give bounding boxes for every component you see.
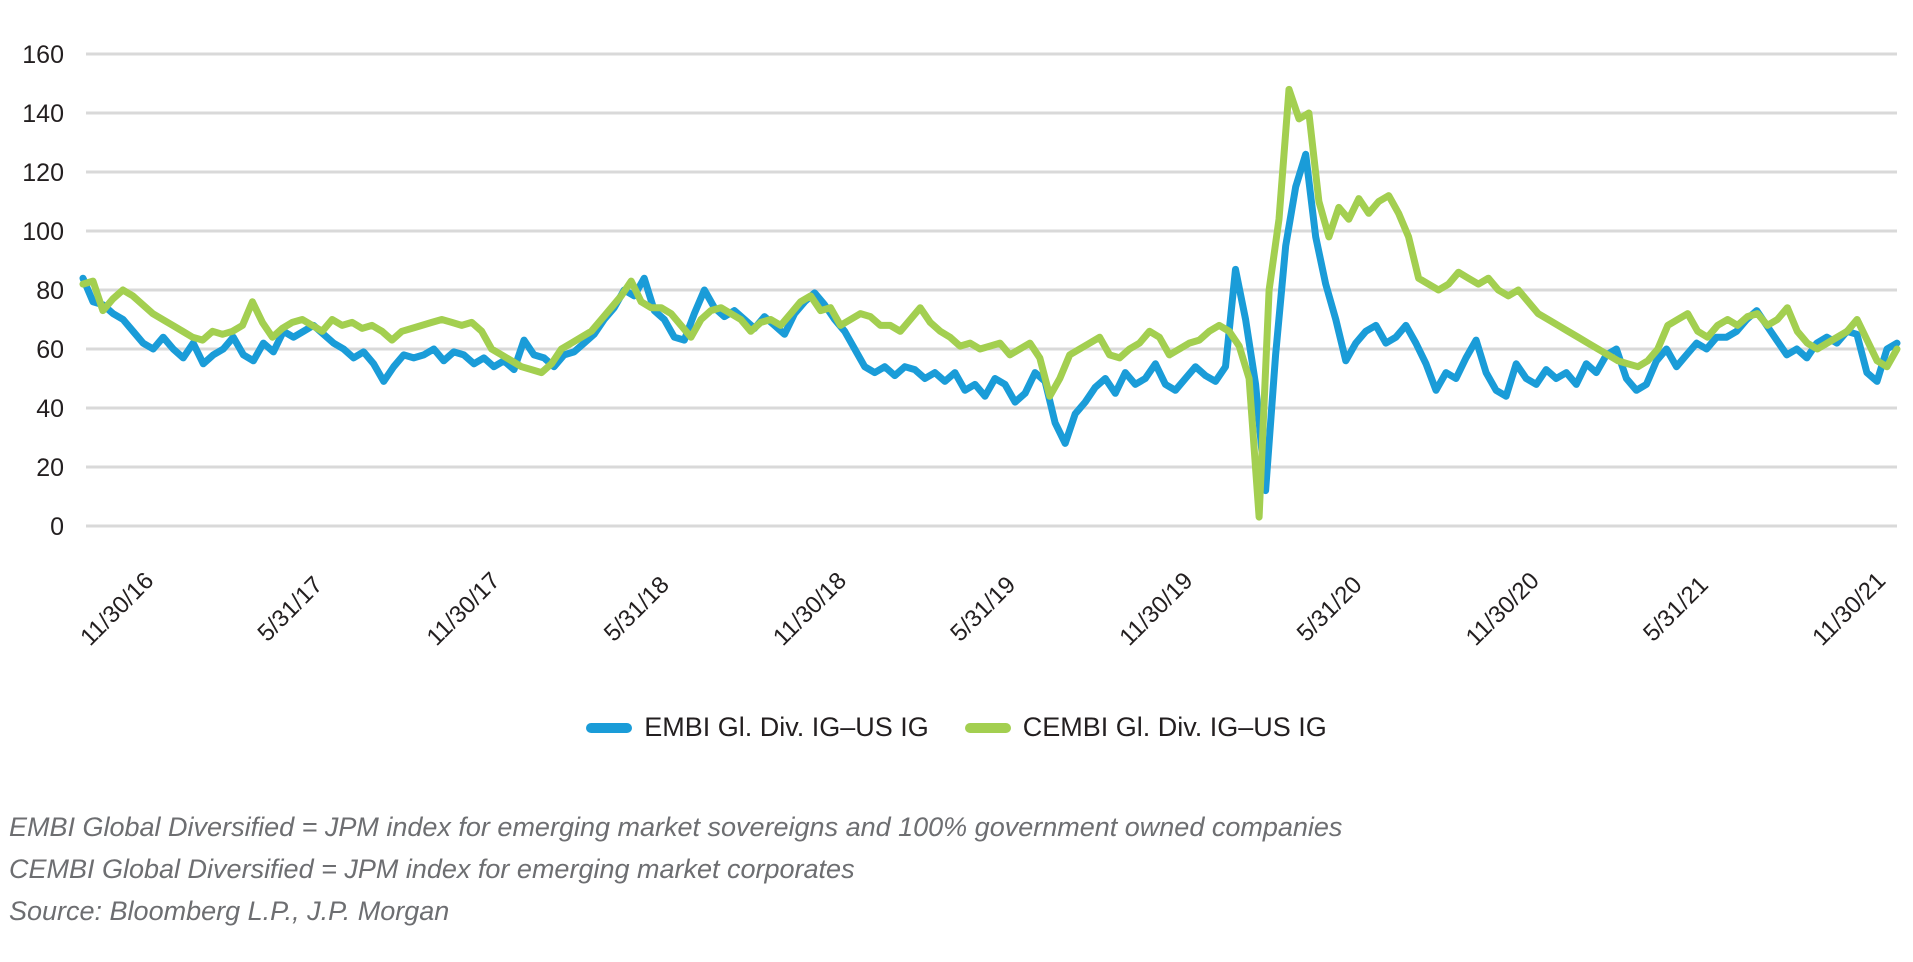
legend-label-cembi: CEMBI Gl. Div. IG–US IG (1022, 712, 1327, 742)
y-tick-label: 160 (22, 41, 64, 69)
x-tick-label: 11/30/18 (768, 567, 852, 651)
x-tick-label: 5/31/20 (1292, 571, 1368, 647)
series-line-cembi (79, 85, 1901, 521)
y-tick-label: 40 (36, 395, 64, 423)
x-tick-label: 11/30/21 (1807, 567, 1891, 651)
footnote-embi-definition: EMBI Global Diversified = JPM index for … (9, 812, 1343, 842)
x-tick-label: 5/31/17 (253, 571, 329, 647)
gridlines (86, 52, 1897, 528)
legend-item-embi: EMBI Gl. Div. IG–US IG (586, 712, 929, 743)
x-tick-label: 11/30/19 (1114, 567, 1198, 651)
x-tick-label: 11/30/17 (422, 567, 506, 651)
y-tick-label: 0 (50, 513, 64, 541)
footnote-source: Source: Bloomberg L.P., J.P. Morgan (9, 896, 450, 926)
legend: EMBI Gl. Div. IG–US IG CEMBI Gl. Div. IG… (0, 712, 1913, 743)
footnotes: EMBI Global Diversified = JPM index for … (9, 806, 1342, 932)
x-axis-ticks: 11/30/16 5/31/17 11/30/17 5/31/18 11/30/18 5/… (75, 567, 1891, 651)
legend-label-embi: EMBI Gl. Div. IG–US IG (644, 712, 929, 742)
x-tick-label: 11/30/16 (75, 567, 159, 651)
legend-item-cembi: CEMBI Gl. Div. IG–US IG (964, 712, 1327, 743)
x-tick-label: 11/30/20 (1461, 567, 1545, 651)
y-tick-label: 140 (22, 100, 64, 128)
y-tick-label: 60 (36, 336, 64, 364)
x-tick-label: 5/31/18 (599, 571, 675, 647)
series-lines (79, 85, 1901, 521)
x-tick-label: 5/31/19 (945, 571, 1021, 647)
footnote-cembi-definition: CEMBI Global Diversified = JPM index for… (9, 854, 855, 884)
legend-swatch-embi (586, 722, 633, 733)
y-axis-ticks: 0 20 40 60 80 100 120 140 160 (22, 41, 64, 541)
y-tick-label: 20 (36, 454, 64, 482)
y-tick-label: 80 (36, 277, 64, 305)
y-tick-label: 100 (22, 218, 64, 246)
legend-swatch-cembi (964, 722, 1011, 733)
x-tick-label: 5/31/21 (1638, 571, 1714, 647)
series-line-embi (79, 150, 1901, 495)
y-tick-label: 120 (22, 159, 64, 187)
